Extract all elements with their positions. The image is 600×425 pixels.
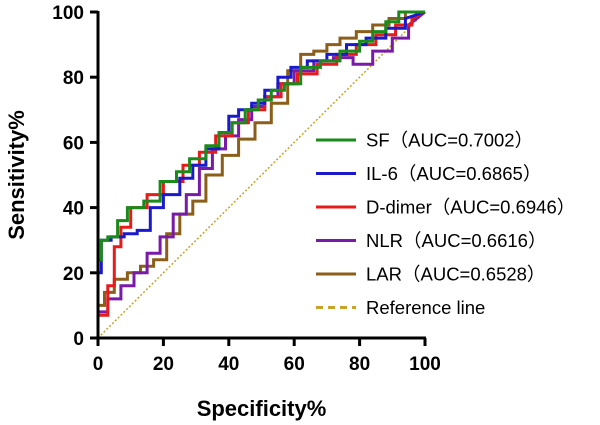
x-tick-label: 60 <box>284 354 305 375</box>
axes <box>96 11 426 340</box>
x-tick-label: 100 <box>409 354 441 375</box>
y-tick-label: 80 <box>63 68 84 89</box>
plot-area <box>96 10 426 339</box>
legend-label-lar: LAR（AUC=0.6528） <box>366 264 545 285</box>
x-tick-label: 40 <box>218 354 239 375</box>
legend-label-sf: SF（AUC=0.7002） <box>366 130 533 151</box>
y-ticks: 0 20 40 60 80 100 <box>52 3 98 350</box>
y-axis-title: Sensitivity% <box>4 110 29 240</box>
x-axis-title: Specificity% <box>197 396 327 421</box>
y-tick-label: 60 <box>63 133 84 154</box>
legend-label-il-6: IL-6（AUC=0.6865） <box>366 163 541 184</box>
legend: SF（AUC=0.7002） IL-6（AUC=0.6865） D-dimer（AU… <box>316 130 575 318</box>
legend-label-d-dimer: D-dimer（AUC=0.6946） <box>366 197 575 218</box>
x-tick-label: 20 <box>153 354 174 375</box>
y-tick-label: 0 <box>73 329 84 350</box>
series-line-sf <box>96 10 425 338</box>
y-tick-label: 20 <box>63 264 84 285</box>
legend-label-nlr: NLR（AUC=0.6616） <box>366 230 546 251</box>
series-line-nlr <box>96 10 426 338</box>
y-tick-label: 100 <box>52 3 84 24</box>
legend-label-reference-line: Reference line <box>366 297 485 318</box>
reference-line <box>97 11 426 339</box>
y-tick-label: 40 <box>63 199 84 220</box>
x-ticks: 0 20 40 60 80 100 <box>93 338 441 375</box>
x-tick-label: 0 <box>93 354 104 375</box>
x-tick-label: 80 <box>349 354 370 375</box>
